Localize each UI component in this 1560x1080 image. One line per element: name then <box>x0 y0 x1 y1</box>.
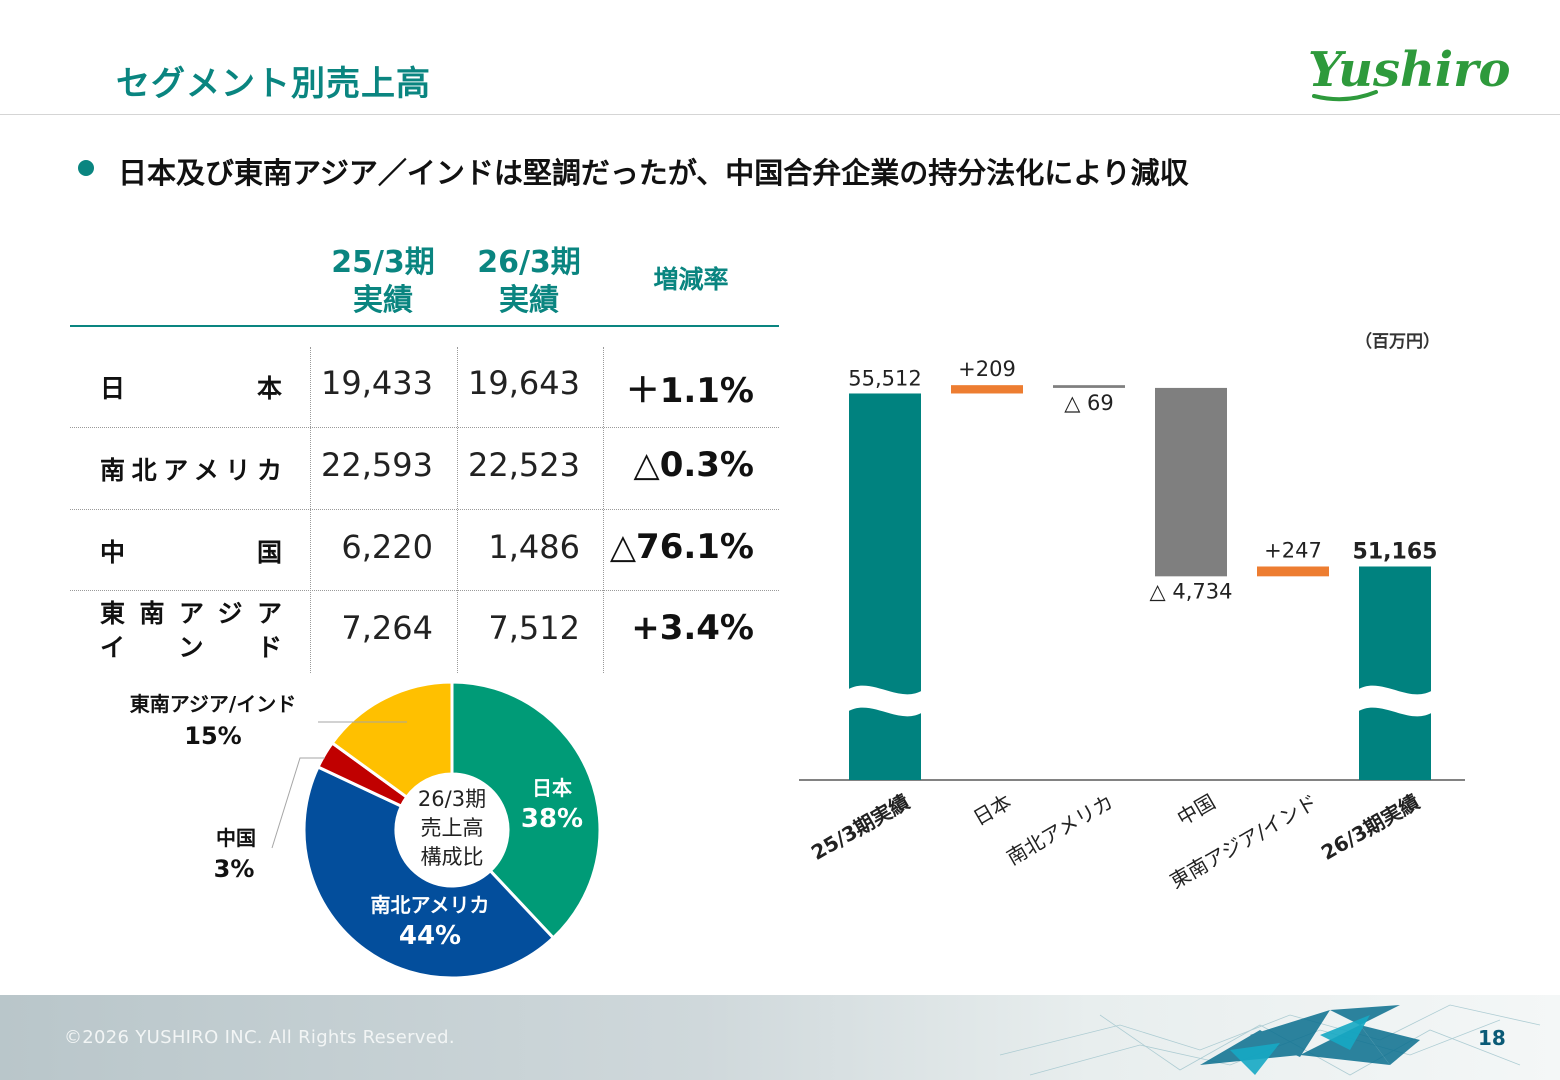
row-divider <box>70 427 779 428</box>
column-header-rate: 増減率 <box>653 265 729 294</box>
yushiro-logo: Yushiro <box>1308 42 1510 102</box>
column-header-curr: 26/3期 実績 <box>477 245 581 318</box>
waterfall-value-label: +209 <box>958 357 1016 381</box>
table-header-rule <box>70 325 779 327</box>
cell-prev-asean-india: 7,264 <box>341 609 433 647</box>
waterfall-delta-bar <box>1155 387 1227 577</box>
x-category-label: 25/3期実績 <box>807 790 913 865</box>
row-label-china: 中国 <box>100 538 282 567</box>
axis-break-mark <box>847 685 923 717</box>
waterfall-value-label: +247 <box>1264 538 1322 562</box>
pie-center-label: 構成比 <box>421 845 484 869</box>
pie-slice-name: 南北アメリカ <box>371 893 490 917</box>
x-category-label: 南北アメリカ <box>1002 790 1117 870</box>
waterfall-value-label: △ 69 <box>1064 391 1114 415</box>
pie-center-label: 26/3期 <box>418 787 486 811</box>
waterfall-total-bar <box>849 393 921 780</box>
header-divider <box>0 114 1560 115</box>
cell-prev-japan: 19,433 <box>321 364 433 402</box>
waterfall-delta-bar <box>1053 385 1125 388</box>
x-category-label: 日本 <box>969 790 1016 831</box>
cell-curr-americas: 22,523 <box>468 446 580 484</box>
footer-network-graphic <box>999 1004 1541 1076</box>
waterfall-delta-bar <box>951 385 1023 394</box>
waterfall-value-label: 51,165 <box>1353 539 1438 564</box>
x-category-label: 26/3期実績 <box>1317 790 1423 865</box>
cell-curr-asean-india: 7,512 <box>488 609 580 647</box>
axis-break-mark <box>1357 685 1433 717</box>
cell-curr-japan: 19,643 <box>468 364 580 402</box>
pie-slice <box>450 680 602 941</box>
x-category-label: 中国 <box>1173 790 1220 831</box>
waterfall-total-bar <box>1359 566 1431 780</box>
cell-rate-japan: ＋1.1% <box>625 371 754 411</box>
page-title: セグメント別売上高 <box>116 64 431 104</box>
column-divider <box>457 347 458 673</box>
cell-rate-americas: △0.3% <box>633 445 754 485</box>
pie-value-asean-india: 15% <box>184 722 241 750</box>
pie-label-china: 中国 <box>216 826 256 850</box>
pie-slice <box>302 764 556 980</box>
pie-label-asean-india: 東南アジア/インド <box>130 692 297 716</box>
cell-prev-china: 6,220 <box>341 528 433 566</box>
pie-center-label: 売上高 <box>421 816 484 840</box>
pie-slice-value: 44% <box>399 921 461 951</box>
cell-rate-china: △76.1% <box>609 527 754 567</box>
svg-text:Yushiro: Yushiro <box>1308 42 1510 98</box>
bullet-dot <box>78 160 94 176</box>
row-divider <box>70 509 779 510</box>
cell-rate-asean-india: +3.4% <box>631 608 754 648</box>
pie-value-china: 3% <box>214 855 255 883</box>
headline: 日本及び東南アジア／インドは堅調だったが、中国合弁企業の持分法化により減収 <box>118 156 1189 190</box>
cell-prev-americas: 22,593 <box>321 446 433 484</box>
pie-slice-name: 日本 <box>532 776 572 800</box>
row-label-asean-india: 東南アジア インド <box>100 599 282 662</box>
waterfall-value-label: 55,512 <box>848 366 921 390</box>
page-number: 18 <box>1478 1026 1506 1050</box>
column-header-prev: 25/3期 実績 <box>331 245 435 318</box>
column-divider <box>310 347 311 673</box>
row-divider <box>70 590 779 591</box>
unit-label: （百万円） <box>1355 331 1440 352</box>
row-label-americas: 南北アメリカ <box>100 456 282 485</box>
pie-slice-value: 38% <box>521 804 583 834</box>
waterfall-value-label: △ 4,734 <box>1150 579 1233 603</box>
copyright-text: ©2026 YUSHIRO INC. All Rights Reserved. <box>64 1027 455 1048</box>
waterfall-delta-bar <box>1257 566 1329 577</box>
pie-slice <box>330 680 454 800</box>
footer-band <box>0 995 1560 1080</box>
column-divider <box>603 347 604 673</box>
leader-line <box>271 757 325 849</box>
cell-curr-china: 1,486 <box>488 528 580 566</box>
row-label-japan: 日本 <box>100 374 282 403</box>
